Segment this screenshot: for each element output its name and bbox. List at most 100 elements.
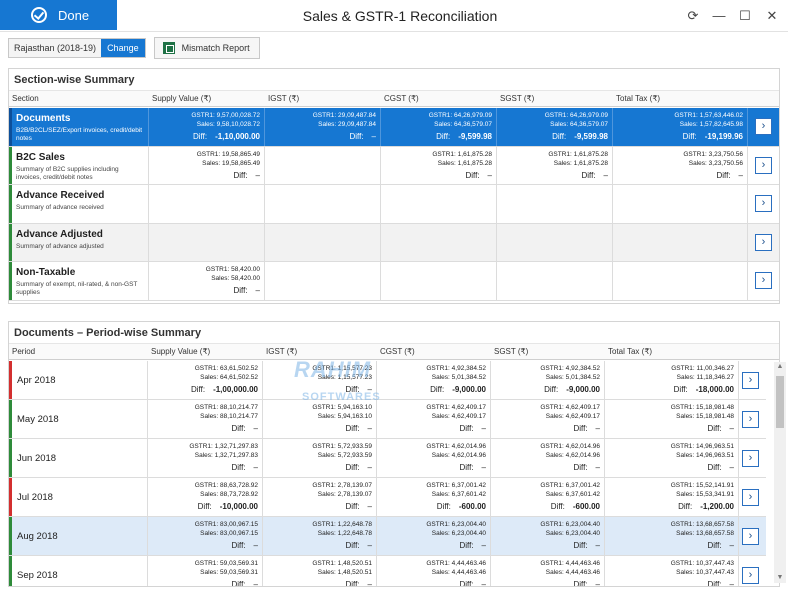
diff-value: Diff: -18,000.00 bbox=[674, 385, 734, 394]
chevron-right-icon[interactable]: › bbox=[755, 272, 772, 290]
excel-icon bbox=[162, 42, 175, 54]
diff-label: Diff: bbox=[707, 463, 722, 472]
chevron-right-icon[interactable]: › bbox=[755, 233, 772, 251]
sales-value: Sales: 59,03,569.31 bbox=[200, 569, 258, 576]
gstr1-value: GSTR1: 10,37,447.43 bbox=[670, 560, 734, 567]
row-name-cell: Jul 2018 bbox=[9, 478, 148, 516]
diff-label: Diff: bbox=[231, 541, 246, 550]
chevron-right-icon[interactable]: › bbox=[755, 195, 772, 213]
watermark-line1: RAHIM bbox=[294, 357, 372, 382]
diff-amount: – bbox=[253, 424, 258, 433]
value-cell: GSTR1: 88,63,728.92 Sales: 88,73,728.92 Di… bbox=[148, 478, 263, 516]
chevron-right-icon[interactable]: › bbox=[755, 156, 772, 174]
value-cell: GSTR1: 1,61,875.28 Sales: 1,61,875.28 Diff… bbox=[497, 146, 613, 184]
diff-amount: – bbox=[367, 541, 372, 550]
sales-value: Sales: 15,18,981.48 bbox=[676, 413, 734, 420]
value-cell: GSTR1: 1,57,63,446.02 Sales: 1,57,82,645.… bbox=[613, 108, 748, 146]
column-header: IGST (₹) bbox=[266, 347, 298, 356]
section-name: Non-Taxable bbox=[16, 267, 76, 278]
diff-value: Diff: – bbox=[707, 424, 734, 433]
maximize-icon[interactable]: ☐ bbox=[739, 8, 751, 23]
sales-value: Sales: 58,420.00 bbox=[211, 275, 260, 282]
value-cell: GSTR1: 13,68,657.58 Sales: 13,68,657.58 Di… bbox=[605, 517, 739, 555]
period-row[interactable]: Aug 2018 GSTR1: 83,00,967.15 Sales: 83,00,… bbox=[9, 517, 766, 556]
sales-value: Sales: 6,23,004.40 bbox=[431, 530, 486, 537]
period-row[interactable]: May 2018 GSTR1: 88,10,214.77 Sales: 88,10,… bbox=[9, 400, 766, 439]
chevron-right-icon[interactable]: › bbox=[742, 566, 759, 584]
diff-amount: -18,000.00 bbox=[695, 385, 734, 394]
watermark-logo: RAHIM SOFTWARES bbox=[252, 343, 402, 415]
sales-value: Sales: 19,58,865.49 bbox=[202, 159, 260, 167]
value-cell: GSTR1: 64,26,979.09 Sales: 64,36,579.07 Di… bbox=[381, 108, 497, 146]
value-cell bbox=[381, 223, 497, 261]
sales-value: Sales: 64,36,579.07 bbox=[550, 121, 608, 128]
period-summary-title: Documents – Period-wise Summary bbox=[9, 322, 779, 344]
diff-amount: -9,000.00 bbox=[452, 385, 486, 394]
diff-value: Diff: – bbox=[459, 424, 486, 433]
gstr1-value: GSTR1: 1,57,63,446.02 bbox=[674, 112, 743, 119]
diff-label: Diff: bbox=[345, 463, 360, 472]
diff-amount: -1,200.00 bbox=[700, 502, 734, 511]
diff-amount: -1,10,000.00 bbox=[215, 132, 260, 141]
sales-value: Sales: 15,53,341.91 bbox=[676, 491, 734, 498]
status-bar bbox=[9, 146, 12, 184]
chevron-right-icon[interactable]: › bbox=[755, 118, 772, 136]
scroll-thumb[interactable] bbox=[776, 376, 784, 428]
section-row[interactable]: B2C Sales Summary of B2C supplies includi… bbox=[9, 146, 779, 185]
diff-value: Diff: – bbox=[231, 580, 258, 586]
period-summary-panel: Documents – Period-wise Summary Period Su… bbox=[8, 321, 780, 587]
period-row[interactable]: Sep 2018 GSTR1: 59,03,569.31 Sales: 59,03,… bbox=[9, 556, 766, 587]
chevron-right-icon[interactable]: › bbox=[742, 410, 759, 428]
close-icon[interactable]: ✕ bbox=[766, 8, 778, 23]
diff-label: Diff: bbox=[197, 502, 212, 511]
refresh-icon[interactable]: ⟳ bbox=[687, 8, 699, 23]
diff-value: Diff: – bbox=[707, 580, 734, 586]
value-cell: GSTR1: 1,15,577.23 Sales: 1,15,577.23 Diff… bbox=[263, 361, 377, 399]
minimize-icon[interactable]: — bbox=[712, 8, 726, 23]
change-button[interactable]: Change bbox=[101, 39, 145, 57]
section-row[interactable]: Non-Taxable Summary of exempt, nil-rated,… bbox=[9, 262, 779, 301]
mismatch-report-label: Mismatch Report bbox=[181, 43, 250, 53]
chevron-right-icon[interactable]: › bbox=[742, 371, 759, 389]
sales-value: Sales: 64,36,579.07 bbox=[434, 121, 492, 128]
period-row[interactable]: Jun 2018 GSTR1: 1,32,71,297.83 Sales: 1,32… bbox=[9, 439, 766, 478]
status-bar bbox=[9, 439, 12, 477]
period-row[interactable]: Apr 2018 GSTR1: 63,61,502.52 Sales: 64,61,… bbox=[9, 361, 766, 400]
sales-value: Sales: 4,62,014.96 bbox=[431, 452, 486, 459]
gstr1-value: GSTR1: 2,78,139.07 bbox=[312, 482, 372, 489]
column-header: Supply Value (₹) bbox=[151, 347, 211, 356]
mismatch-report-button[interactable]: Mismatch Report bbox=[153, 37, 260, 59]
row-name-cell: B2C Sales Summary of B2C supplies includi… bbox=[9, 146, 149, 184]
chevron-right-icon[interactable]: › bbox=[742, 488, 759, 506]
diff-amount: -600.00 bbox=[572, 502, 600, 511]
sales-value: Sales: 88,10,214.77 bbox=[200, 413, 258, 420]
section-row[interactable]: Advance Received Summary of advance recei… bbox=[9, 185, 779, 224]
section-row[interactable]: Documents B2B/B2CL/SEZ/Export invoices, c… bbox=[9, 108, 779, 147]
diff-amount: – bbox=[595, 463, 600, 472]
scroll-up-icon[interactable]: ▲ bbox=[776, 363, 784, 370]
diff-amount: – bbox=[595, 580, 600, 587]
done-button[interactable]: Done bbox=[0, 0, 117, 30]
period-selector: Rajasthan (2018-19) Change bbox=[8, 38, 146, 58]
period-row[interactable]: Jul 2018 GSTR1: 88,63,728.92 Sales: 88,73,… bbox=[9, 478, 766, 517]
period-scrollbar[interactable]: ▲ ▼ bbox=[774, 362, 786, 583]
row-name-cell: May 2018 bbox=[9, 400, 148, 438]
chevron-right-icon[interactable]: › bbox=[742, 527, 759, 545]
scroll-down-icon[interactable]: ▼ bbox=[776, 574, 784, 581]
value-cell: GSTR1: 29,09,487.84 Sales: 29,09,487.84 Di… bbox=[265, 108, 381, 146]
gstr1-value: GSTR1: 4,44,463.46 bbox=[426, 560, 486, 567]
diff-label: Diff: bbox=[459, 463, 474, 472]
diff-value: Diff: – bbox=[233, 171, 260, 180]
title-bar: Done Sales & GSTR-1 Reconciliation ⟳ — ☐… bbox=[0, 0, 788, 32]
diff-label: Diff: bbox=[573, 424, 588, 433]
section-row[interactable]: Advance Adjusted Summary of advance adjus… bbox=[9, 223, 779, 262]
chevron-right-icon[interactable]: › bbox=[742, 449, 759, 467]
value-cell: GSTR1: 5,72,933.59 Sales: 5,72,933.59 Diff… bbox=[263, 439, 377, 477]
value-cell bbox=[381, 262, 497, 300]
diff-value: Diff: – bbox=[345, 502, 372, 511]
diff-value: Diff: – bbox=[345, 385, 372, 394]
row-name-cell: Advance Adjusted Summary of advance adjus… bbox=[9, 223, 149, 261]
diff-label: Diff: bbox=[190, 385, 206, 394]
section-name: B2C Sales bbox=[16, 151, 65, 163]
window-title: Sales & GSTR-1 Reconciliation bbox=[302, 8, 498, 24]
